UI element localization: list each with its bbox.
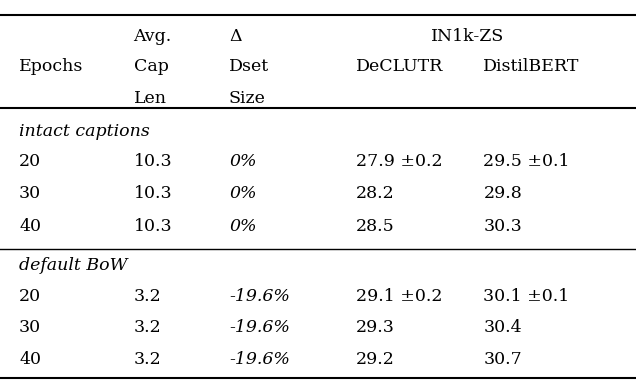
- Text: 0%: 0%: [229, 153, 256, 170]
- Text: 10.3: 10.3: [134, 185, 172, 202]
- Text: IN1k-ZS: IN1k-ZS: [431, 28, 504, 44]
- Text: Size: Size: [229, 90, 266, 106]
- Text: 29.3: 29.3: [356, 319, 395, 336]
- Text: 0%: 0%: [229, 218, 256, 234]
- Text: -19.6%: -19.6%: [229, 351, 290, 367]
- Text: 3.2: 3.2: [134, 319, 162, 336]
- Text: 40: 40: [19, 351, 41, 367]
- Text: 40: 40: [19, 218, 41, 234]
- Text: 3.2: 3.2: [134, 288, 162, 305]
- Text: 28.5: 28.5: [356, 218, 395, 234]
- Text: 29.8: 29.8: [483, 185, 522, 202]
- Text: 29.5 ±0.1: 29.5 ±0.1: [483, 153, 570, 170]
- Text: 20: 20: [19, 153, 41, 170]
- Text: -19.6%: -19.6%: [229, 288, 290, 305]
- Text: DeCLUTR: DeCLUTR: [356, 58, 443, 75]
- Text: 30.4: 30.4: [483, 319, 522, 336]
- Text: 27.9 ±0.2: 27.9 ±0.2: [356, 153, 443, 170]
- Text: 10.3: 10.3: [134, 218, 172, 234]
- Text: Dset: Dset: [229, 58, 269, 75]
- Text: 0%: 0%: [229, 185, 256, 202]
- Text: 29.2: 29.2: [356, 351, 395, 367]
- Text: default BoW: default BoW: [19, 258, 128, 274]
- Text: 29.1 ±0.2: 29.1 ±0.2: [356, 288, 443, 305]
- Text: 30: 30: [19, 319, 41, 336]
- Text: 10.3: 10.3: [134, 153, 172, 170]
- Text: Avg.: Avg.: [134, 28, 172, 44]
- Text: 30.1 ±0.1: 30.1 ±0.1: [483, 288, 570, 305]
- Text: DistilBERT: DistilBERT: [483, 58, 580, 75]
- Text: 30: 30: [19, 185, 41, 202]
- Text: 30.3: 30.3: [483, 218, 522, 234]
- Text: 3.2: 3.2: [134, 351, 162, 367]
- Text: Δ: Δ: [229, 28, 242, 44]
- Text: Len: Len: [134, 90, 167, 106]
- Text: intact captions: intact captions: [19, 123, 150, 139]
- Text: 20: 20: [19, 288, 41, 305]
- Text: -19.6%: -19.6%: [229, 319, 290, 336]
- Text: 28.2: 28.2: [356, 185, 395, 202]
- Text: 30.7: 30.7: [483, 351, 522, 367]
- Text: Cap: Cap: [134, 58, 169, 75]
- Text: Epochs: Epochs: [19, 58, 83, 75]
